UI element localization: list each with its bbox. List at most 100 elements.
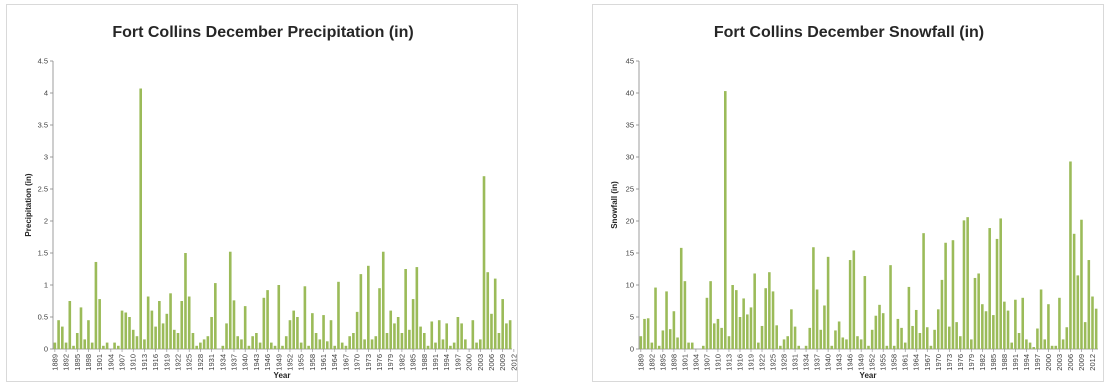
bar (314, 333, 318, 349)
bar (340, 342, 344, 349)
bar (135, 336, 139, 349)
bar (892, 345, 896, 349)
bar (1003, 301, 1006, 349)
bar (408, 329, 411, 349)
bar (389, 310, 393, 349)
x-tick-label: 2006 (1066, 354, 1075, 371)
bar (933, 329, 936, 349)
bar (307, 345, 310, 349)
bar (834, 330, 837, 349)
bar (72, 345, 75, 349)
x-tick-label: 1943 (252, 354, 261, 371)
x-tick-label: 2003 (476, 354, 485, 371)
bar (1017, 333, 1021, 349)
y-tick-label: 20 (626, 217, 634, 226)
bar (445, 323, 449, 349)
bar (918, 333, 922, 349)
bar (79, 307, 83, 349)
bar (874, 315, 878, 349)
bar (878, 304, 881, 349)
x-tick-label: 2009 (1077, 354, 1086, 371)
bar (251, 336, 254, 349)
bar (826, 256, 830, 349)
bar (120, 310, 124, 349)
x-tick-label: 1991 (1011, 354, 1020, 371)
x-tick-label: 1910 (713, 354, 722, 371)
bar (679, 247, 683, 349)
x-tick-label: 1937 (813, 354, 822, 371)
bar (830, 345, 834, 349)
bar (797, 345, 801, 349)
x-tick-label: 1919 (746, 354, 755, 371)
x-tick-label: 1958 (308, 354, 317, 371)
y-tick-label: 15 (626, 249, 634, 258)
bar (464, 339, 467, 349)
bar (1065, 327, 1069, 349)
bar (716, 318, 720, 349)
bar (1061, 339, 1065, 349)
x-tick-label: 1949 (857, 354, 866, 371)
bar (385, 333, 389, 349)
bar (639, 336, 643, 349)
bar (281, 345, 284, 349)
bar (57, 320, 60, 349)
bar (146, 296, 150, 349)
bar (654, 287, 657, 349)
x-tick-label: 1997 (1033, 354, 1042, 371)
bar (508, 320, 512, 349)
bar (764, 288, 767, 349)
x-tick-label: 1892 (647, 354, 656, 371)
bar (449, 345, 452, 349)
y-tick-label: 5 (630, 313, 634, 322)
x-tick-label: 1940 (241, 354, 250, 371)
bar (236, 336, 240, 349)
bar (400, 333, 404, 349)
x-tick-label: 1967 (341, 354, 350, 371)
bar (493, 278, 497, 349)
bar (172, 329, 176, 349)
bar (348, 336, 351, 349)
y-axis-label: Snowfall (in) (610, 181, 619, 229)
bar (808, 327, 812, 349)
bar (1054, 345, 1058, 349)
y-tick-label: 0 (630, 345, 634, 354)
bar (914, 309, 918, 349)
x-tick-label: 1913 (140, 354, 149, 371)
bar (143, 339, 146, 349)
x-tick-label: 1904 (106, 354, 115, 371)
chart-title: Fort Collins December Snowfall (in) (714, 24, 984, 41)
bar (790, 309, 793, 349)
bar (94, 261, 98, 349)
x-tick-label: 1937 (229, 354, 238, 371)
bar (187, 296, 191, 349)
bar (195, 345, 198, 349)
bar (61, 326, 64, 349)
bar (131, 329, 135, 349)
x-tick-label: 2012 (509, 354, 518, 371)
bar (867, 345, 870, 349)
x-tick-label: 1964 (330, 354, 339, 371)
bar (191, 333, 195, 349)
bar (426, 345, 430, 349)
bar (977, 273, 980, 349)
bar (1050, 345, 1054, 349)
x-tick-label: 1916 (735, 354, 744, 371)
bar (812, 247, 815, 349)
bar (206, 336, 210, 349)
bar (299, 342, 303, 349)
bar (1014, 299, 1017, 349)
bar (116, 345, 120, 349)
bar (819, 329, 823, 349)
bar (929, 345, 933, 349)
bar (105, 342, 109, 349)
bar (243, 306, 247, 349)
bar (292, 310, 296, 349)
bar (999, 218, 1002, 349)
bar (329, 320, 333, 349)
bar (981, 304, 984, 349)
bar (753, 273, 756, 349)
bar (885, 345, 889, 349)
bar (845, 339, 848, 349)
x-tick-label: 1934 (218, 354, 227, 371)
x-tick-label: 1895 (73, 354, 82, 371)
